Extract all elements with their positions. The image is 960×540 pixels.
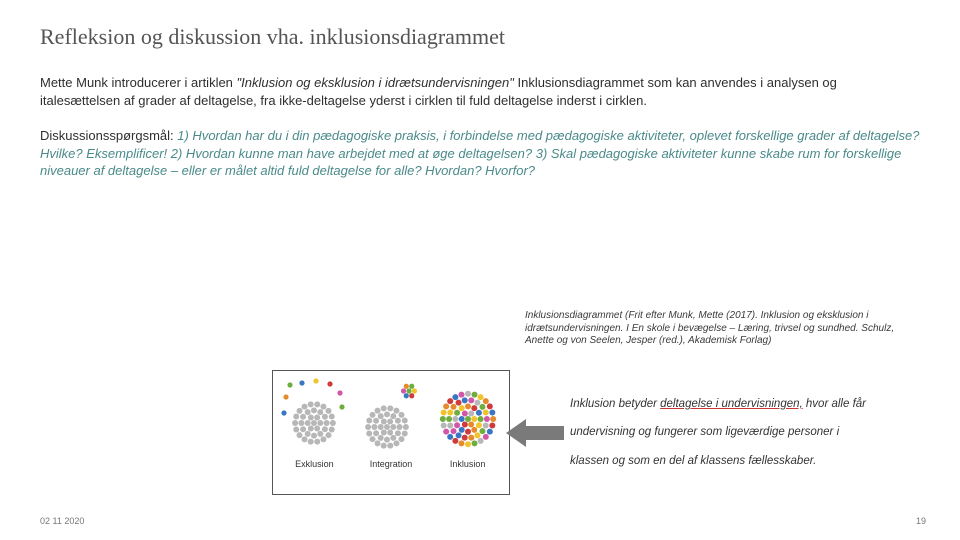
- discussion-paragraph: Diskussionsspørgsmål: 1) Hvordan har du …: [40, 127, 920, 180]
- discussion-label: Diskussionsspørgsmål:: [40, 128, 177, 143]
- slide-title: Refleksion og diskussion vha. inklusions…: [40, 24, 920, 50]
- bottom-row: Exklusion Integration Inklusion Inklusio…: [272, 370, 932, 495]
- label-inclusion: Inklusion: [450, 459, 486, 469]
- footer-page-number: 19: [916, 516, 926, 526]
- quote-l1b: deltagelse i undervisningen,: [660, 398, 803, 410]
- figure-caption: Inklusionsdiagrammet (Frit efter Munk, M…: [525, 310, 905, 348]
- label-exclusion: Exklusion: [295, 459, 334, 469]
- intro-article: "Inklusion og eksklusion i idrætsundervi…: [237, 75, 514, 90]
- quote-l2: undervisning og fungerer som ligeværdige…: [570, 423, 932, 441]
- cluster-exclusion: Exklusion: [279, 377, 350, 492]
- quote-l1c: hvor alle får: [803, 398, 866, 410]
- cluster-inclusion: Inklusion: [432, 377, 503, 492]
- intro-paragraph: Mette Munk introducerer i artiklen "Inkl…: [40, 74, 920, 109]
- cluster-integration: Integration: [356, 377, 427, 492]
- arrow-icon: [506, 370, 564, 495]
- quote-l1a: Inklusion betyder: [570, 398, 660, 410]
- footer-date: 02 11 2020: [40, 516, 84, 526]
- quote-l3: klassen og som en del af klassens fælles…: [570, 452, 932, 470]
- inclusion-definition: Inklusion betyder deltagelse i undervisn…: [568, 370, 932, 495]
- intro-pre: Mette Munk introducerer i artiklen: [40, 75, 237, 90]
- label-integration: Integration: [370, 459, 413, 469]
- inclusion-diagram: Exklusion Integration Inklusion: [272, 370, 510, 495]
